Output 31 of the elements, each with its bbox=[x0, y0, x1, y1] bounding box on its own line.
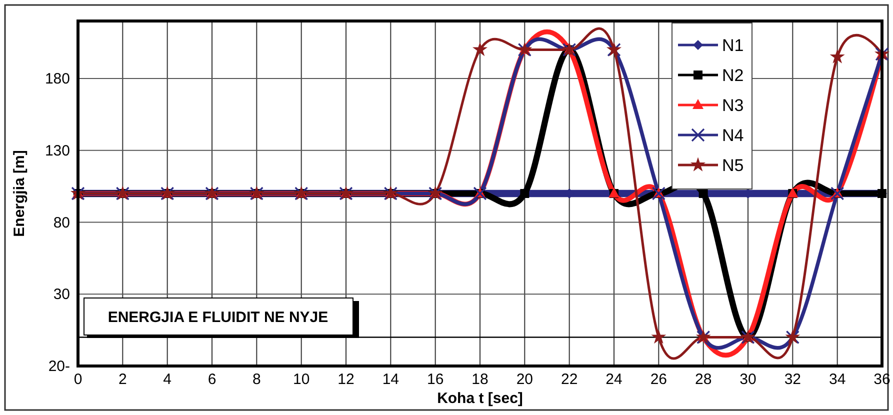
x-tick-label: 30 bbox=[740, 371, 756, 388]
x-tick-label: 8 bbox=[252, 371, 261, 388]
title-frame: ENERGJIA E FLUIDIT NE NYJE bbox=[84, 298, 359, 338]
y-tick-label: 180 bbox=[44, 70, 70, 88]
legend-label: N3 bbox=[722, 96, 744, 115]
y-tick-label: 30 bbox=[53, 286, 70, 304]
x-tick-label: 28 bbox=[694, 371, 712, 388]
y-tick-label: 20- bbox=[48, 358, 70, 375]
y-tick-label: 130 bbox=[44, 142, 70, 160]
legend-label: N2 bbox=[722, 66, 744, 85]
x-tick-label: 32 bbox=[784, 371, 802, 388]
x-tick-label: 34 bbox=[828, 371, 846, 388]
x-tick-label: 12 bbox=[338, 371, 354, 388]
x-tick-label: 6 bbox=[208, 371, 216, 388]
x-tick-label: 16 bbox=[426, 371, 444, 388]
x-tick-label: 2 bbox=[118, 371, 127, 388]
x-tick-label: 26 bbox=[650, 371, 668, 388]
x-tick-label: 24 bbox=[606, 371, 622, 388]
legend-label: N4 bbox=[722, 126, 744, 145]
y-tick-label: 80 bbox=[53, 214, 70, 232]
x-tick-label: 0 bbox=[74, 371, 82, 388]
legend-label: N5 bbox=[722, 156, 744, 175]
x-tick-label: 20 bbox=[516, 371, 534, 388]
x-tick-label: 18 bbox=[472, 371, 488, 388]
x-tick-label: 22 bbox=[560, 371, 578, 388]
x-tick-label: 10 bbox=[292, 371, 310, 388]
y-axis-title: Energjia [m] bbox=[11, 150, 28, 237]
x-tick-label: 14 bbox=[382, 371, 400, 388]
x-axis-title: Koha t [sec] bbox=[437, 390, 523, 407]
x-tick-label: 4 bbox=[163, 371, 172, 388]
legend-label: N1 bbox=[722, 36, 744, 55]
